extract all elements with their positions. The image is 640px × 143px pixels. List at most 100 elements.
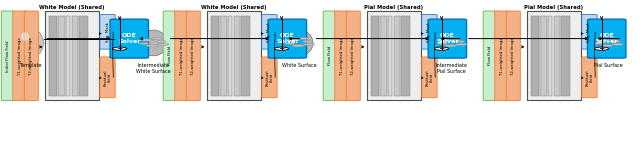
Bar [548,16,552,96]
Ellipse shape [438,30,465,56]
Ellipse shape [287,39,300,41]
Ellipse shape [292,45,305,47]
Ellipse shape [593,43,604,44]
Ellipse shape [141,39,154,41]
Ellipse shape [140,30,167,56]
Text: T2-weighted Image: T2-weighted Image [511,37,515,75]
Ellipse shape [454,41,465,42]
Ellipse shape [437,43,447,44]
Text: T2-weighted Image: T2-weighted Image [351,37,355,75]
Ellipse shape [611,41,621,42]
FancyBboxPatch shape [13,11,27,101]
FancyBboxPatch shape [506,11,520,101]
Ellipse shape [449,38,461,40]
Bar [211,16,219,96]
Bar [531,16,539,96]
Ellipse shape [156,41,166,42]
Bar [79,16,88,96]
FancyBboxPatch shape [207,11,261,100]
Text: T2-weighted Image: T2-weighted Image [191,37,195,75]
Circle shape [113,47,127,50]
FancyBboxPatch shape [163,11,177,101]
Ellipse shape [146,45,159,47]
FancyBboxPatch shape [100,57,115,98]
Bar [561,16,570,96]
Ellipse shape [600,45,613,47]
Ellipse shape [21,32,29,41]
Text: Residual
Field: Residual Field [103,69,112,86]
Ellipse shape [151,38,163,40]
FancyBboxPatch shape [588,19,626,58]
Ellipse shape [595,30,621,56]
Text: T2-weighted Image: T2-weighted Image [29,37,33,75]
Ellipse shape [157,43,169,45]
FancyBboxPatch shape [428,19,467,58]
Ellipse shape [18,29,44,57]
Circle shape [435,47,449,50]
Bar [380,16,387,96]
Text: T1-weighted Image: T1-weighted Image [340,37,344,75]
FancyBboxPatch shape [24,11,38,101]
Text: Pial Model (Shared): Pial Model (Shared) [524,5,584,10]
Ellipse shape [612,43,623,45]
FancyBboxPatch shape [582,15,597,49]
FancyBboxPatch shape [346,11,360,101]
Ellipse shape [297,38,308,40]
Text: Flow Field: Flow Field [488,46,492,65]
FancyBboxPatch shape [422,57,437,98]
Text: Residual
Field: Residual Field [265,69,274,86]
Ellipse shape [595,39,608,41]
FancyBboxPatch shape [335,11,349,101]
FancyBboxPatch shape [422,15,437,49]
Text: Residual
Field: Residual Field [585,69,594,86]
Circle shape [595,47,609,50]
Bar [49,16,57,96]
Text: White Model (Shared): White Model (Shared) [39,5,105,10]
Bar [66,16,70,96]
Text: Initial Flow Field: Initial Flow Field [6,40,10,72]
Text: White Model (Shared): White Model (Shared) [201,5,267,10]
Text: Flow Field: Flow Field [168,46,172,65]
FancyBboxPatch shape [527,11,581,100]
Bar [241,16,250,96]
Bar [58,16,65,96]
Text: +: + [598,44,605,53]
FancyBboxPatch shape [268,19,307,58]
Bar [72,16,78,96]
Text: Seg. Mask: Seg. Mask [106,22,109,42]
Bar [394,16,400,96]
Bar [228,16,232,96]
FancyBboxPatch shape [45,11,99,100]
Text: +: + [438,44,445,53]
Text: Residual
Field: Residual Field [425,69,434,86]
Ellipse shape [439,39,452,41]
Bar [554,16,560,96]
Text: ODE
Solver: ODE Solver [436,33,459,44]
Ellipse shape [605,38,617,40]
Ellipse shape [302,41,312,42]
FancyBboxPatch shape [186,11,200,101]
Text: Seg. Mask: Seg. Mask [268,22,271,42]
Ellipse shape [303,43,315,45]
FancyBboxPatch shape [1,11,15,101]
FancyBboxPatch shape [483,11,497,101]
Bar [220,16,227,96]
Ellipse shape [285,43,295,44]
Bar [401,16,410,96]
Text: T1-weighted Image: T1-weighted Image [18,37,22,75]
Bar [234,16,240,96]
Text: Template: Template [19,63,42,68]
Bar [388,16,392,96]
Text: Intermediate
White Surface: Intermediate White Surface [136,63,171,74]
FancyBboxPatch shape [495,11,509,101]
Bar [371,16,379,96]
Text: ODE
Solver: ODE Solver [118,33,141,44]
Text: +: + [116,44,123,53]
FancyBboxPatch shape [175,11,189,101]
Text: +: + [278,44,285,53]
FancyBboxPatch shape [262,57,277,98]
Text: Intermediate
Pial Surface: Intermediate Pial Surface [436,63,468,74]
Ellipse shape [456,43,467,45]
Text: Pial Surface: Pial Surface [594,63,622,68]
Ellipse shape [139,43,149,44]
